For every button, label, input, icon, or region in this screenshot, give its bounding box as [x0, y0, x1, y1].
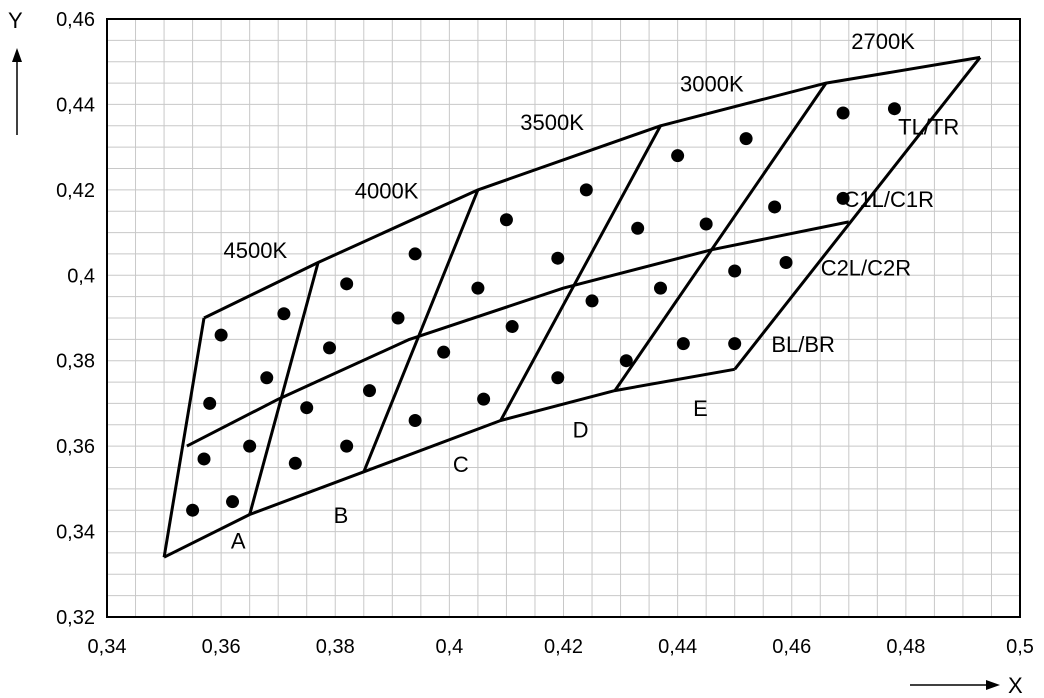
grid: [106, 18, 1021, 618]
boundary-line-right: [733, 56, 982, 371]
data-point: [585, 294, 599, 308]
data-point: [340, 277, 354, 291]
y-tick-label: 0,44: [56, 94, 95, 116]
y-tick-label: 0,4: [67, 265, 95, 287]
y-tick-labels: 0,32 0,34 0,36 0,38 0,4 0,42 0,44 0,46: [56, 9, 95, 629]
data-point: [300, 401, 314, 415]
data-point: [288, 456, 302, 470]
data-point: [391, 311, 405, 325]
data-point: [551, 371, 565, 385]
data-point: [340, 439, 354, 453]
data-point: [277, 307, 291, 321]
x-tick-label: 0,42: [544, 636, 583, 658]
data-point: [323, 341, 337, 355]
y-tick-label: 0,38: [56, 351, 95, 373]
boundary-line-isotherm-3500K: [362, 189, 480, 473]
data-point: [836, 106, 850, 120]
data-point: [768, 200, 782, 214]
data-points: [186, 102, 901, 517]
y-axis-title: Y: [8, 8, 23, 33]
y-tick-label: 0,42: [56, 180, 95, 202]
boundary-line-middle: [186, 220, 850, 448]
annotation-label: E: [693, 396, 708, 421]
x-tick-label: 0,46: [772, 636, 811, 658]
data-point: [408, 247, 422, 261]
annotation-label: 4000K: [355, 178, 419, 203]
data-point: [579, 183, 593, 197]
data-point: [260, 371, 274, 385]
annotation-label: 3000K: [680, 72, 744, 97]
x-tick-label: 0,5: [1006, 636, 1034, 658]
annotation-label: 4500K: [224, 238, 288, 263]
annotation-label: B: [334, 503, 349, 528]
x-tick-labels: 0,34 0,36 0,38 0,4 0,42 0,44 0,46 0,48 0,5: [88, 636, 1034, 658]
data-point: [699, 217, 713, 231]
data-point: [203, 396, 217, 410]
data-point: [437, 345, 451, 359]
boundary-line-isotherm-2700K: [613, 82, 828, 392]
x-tick-label: 0,36: [202, 636, 241, 658]
data-point: [477, 392, 491, 406]
data-point: [186, 503, 200, 517]
data-point: [551, 251, 565, 265]
data-point: [676, 337, 690, 351]
y-tick-label: 0,46: [56, 9, 95, 31]
data-point: [505, 320, 519, 334]
data-point: [243, 439, 257, 453]
data-point: [671, 149, 685, 163]
y-axis-arrow-head: [12, 48, 22, 62]
boundary-line-isotherm-4500K: [162, 317, 206, 558]
y-tick-label: 0,36: [56, 436, 95, 458]
annotation-label: BL/BR: [771, 332, 835, 357]
data-point: [214, 328, 228, 342]
annotation-label: C1L/C1R: [844, 187, 934, 212]
data-point: [471, 281, 485, 295]
annotation-label: 3500K: [520, 110, 584, 135]
data-point: [728, 264, 742, 278]
x-tick-label: 0,38: [316, 636, 355, 658]
data-point: [887, 102, 901, 116]
y-tick-label: 0,34: [56, 522, 95, 544]
plot-frame: [106, 18, 1021, 618]
y-tick-label: 0,32: [56, 607, 95, 629]
x-axis-arrow-head: [986, 680, 1000, 690]
data-point: [619, 354, 633, 368]
x-tick-label: 0,44: [658, 636, 697, 658]
data-point: [197, 452, 211, 466]
boundary-line-isotherm-4000K: [248, 262, 320, 515]
boundary-line-top: [203, 55, 981, 320]
x-tick-label: 0,48: [886, 636, 925, 658]
annotation-label: A: [231, 529, 246, 554]
annotation-label: 2700K: [851, 29, 915, 54]
data-point: [836, 191, 850, 205]
data-point: [654, 281, 668, 295]
data-point: [631, 221, 645, 235]
annotation-label: C: [453, 452, 469, 477]
x-tick-label: 0,4: [435, 636, 463, 658]
annotation-label: D: [573, 418, 589, 443]
annotation-label: TL/TR: [898, 114, 959, 139]
annotations: 2700K 3000K 3500K 4000K 4500K TL/TR C1L/C1R C2L…: [224, 29, 960, 554]
boundary-lines: [162, 55, 982, 559]
boundary-line-bottom: [163, 367, 735, 559]
boundary-line-isotherm-3000K: [499, 125, 662, 422]
x-tick-label: 0,34: [88, 636, 127, 658]
data-point: [739, 132, 753, 146]
data-point: [226, 495, 240, 509]
data-point: [499, 213, 513, 227]
annotation-label: C2L/C2R: [821, 255, 911, 280]
data-point: [779, 255, 793, 269]
data-point: [362, 384, 376, 398]
x-axis-title: X: [1008, 673, 1023, 698]
data-point: [408, 414, 422, 428]
data-point: [728, 337, 742, 351]
